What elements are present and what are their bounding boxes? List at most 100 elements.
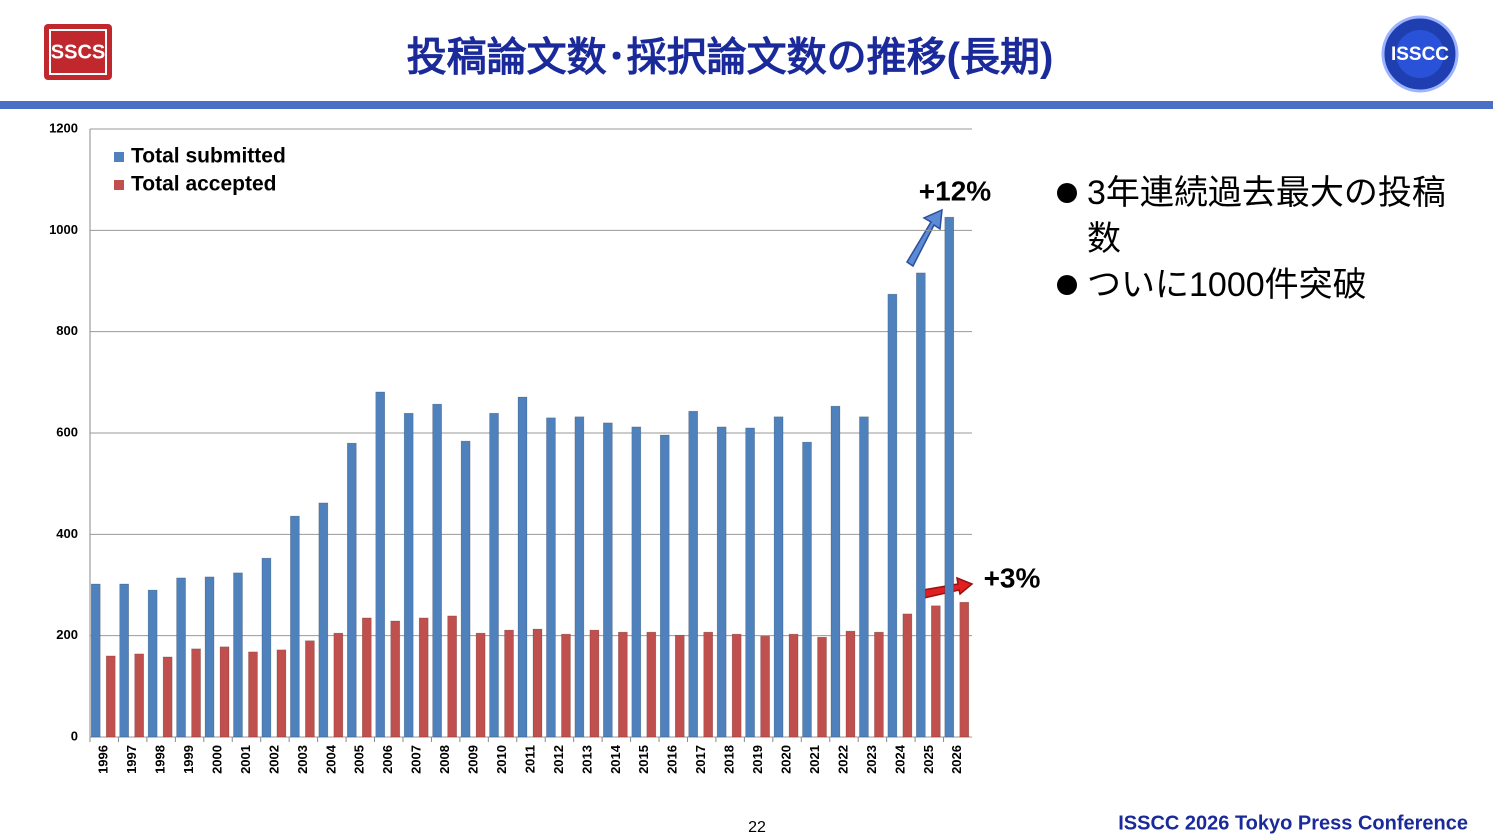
x-tick-label: 2013 <box>579 745 594 774</box>
annotation: +12% <box>919 175 991 206</box>
bar <box>745 427 755 738</box>
bar <box>134 653 144 738</box>
x-tick-label: 2022 <box>835 745 850 774</box>
x-tick-label: 2006 <box>380 745 395 774</box>
title-rule <box>0 101 1493 109</box>
x-tick-label: 2010 <box>494 745 509 774</box>
x-tick-label: 2000 <box>209 745 224 774</box>
bar <box>375 391 386 738</box>
bar <box>561 633 571 738</box>
legend-swatch <box>114 180 124 190</box>
bar <box>703 631 714 738</box>
bar <box>931 605 941 738</box>
bar <box>688 410 699 738</box>
bar <box>162 656 173 738</box>
bar <box>659 434 670 738</box>
bar <box>403 412 414 738</box>
x-tick-label: 1996 <box>96 745 111 774</box>
bar <box>447 615 457 738</box>
y-tick-label: 800 <box>56 323 78 338</box>
bar <box>276 649 287 738</box>
x-tick-label: 2001 <box>238 745 253 774</box>
x-tick-label: 2016 <box>665 745 680 774</box>
bar <box>248 651 258 738</box>
logo-badge <box>44 24 112 80</box>
x-tick-label: 1998 <box>153 745 168 774</box>
x-tick-label: 2011 <box>522 745 537 773</box>
x-tick-label: 2008 <box>437 745 452 774</box>
bar <box>204 576 215 738</box>
bar <box>944 216 955 738</box>
x-tick-label: 2020 <box>779 745 794 774</box>
bar <box>902 613 913 738</box>
bar <box>489 412 499 738</box>
bar <box>390 620 401 738</box>
arrow <box>905 208 943 268</box>
y-tick-label: 200 <box>56 627 78 642</box>
bar <box>589 629 600 738</box>
bar <box>176 577 186 738</box>
y-tick-label: 1000 <box>49 222 78 237</box>
x-tick-label: 2004 <box>323 744 338 774</box>
bar <box>147 589 158 738</box>
bar <box>305 640 315 738</box>
bar <box>631 426 642 738</box>
x-tick-label: 2025 <box>921 745 936 774</box>
x-tick-label: 2002 <box>266 745 281 774</box>
x-tick-label: 2018 <box>722 745 737 774</box>
bar <box>119 583 129 738</box>
x-tick-label: 2003 <box>295 745 310 774</box>
bar <box>646 631 657 738</box>
bar <box>504 629 514 738</box>
bar <box>346 442 357 738</box>
legend-label: Total submitted <box>131 145 286 168</box>
page-number: 22 <box>748 819 766 836</box>
bar <box>887 293 898 738</box>
x-tick-label: 2009 <box>466 745 481 774</box>
bar <box>674 634 685 738</box>
x-tick-label: 1997 <box>124 745 139 774</box>
x-tick-label: 2015 <box>636 745 651 774</box>
x-tick-label: 2026 <box>949 745 964 774</box>
x-tick-label: 2017 <box>693 745 708 774</box>
bullet-list: 3年連続過去最大の投稿数 ついに1000件突破 <box>1055 170 1467 308</box>
bullet: 3年連続過去最大の投稿数 <box>1057 170 1467 262</box>
x-tick-label: 2019 <box>750 745 765 774</box>
bar <box>233 572 243 738</box>
y-tick-label: 0 <box>71 728 78 743</box>
bar <box>731 633 742 738</box>
bullet: ついに1000件突破 <box>1057 262 1467 308</box>
x-tick-label: 2021 <box>807 745 822 774</box>
bar <box>603 422 613 738</box>
bar <box>460 440 471 738</box>
legend-swatch <box>114 152 124 162</box>
bar <box>830 405 841 738</box>
y-tick-label: 400 <box>56 526 78 541</box>
bar <box>105 655 116 738</box>
bar <box>418 617 429 738</box>
logo-inner <box>1396 30 1444 78</box>
bar <box>618 631 628 738</box>
bar <box>90 583 101 738</box>
bar <box>859 416 869 738</box>
bar <box>290 515 300 738</box>
bar <box>219 646 230 738</box>
footer: ISSCC 2026 Tokyo Press Conference <box>1118 812 1468 834</box>
bar <box>532 628 543 738</box>
y-tick-label: 1200 <box>49 120 78 135</box>
legend-label: Total accepted <box>131 173 276 196</box>
bar <box>517 396 528 738</box>
logo-frame <box>49 29 107 75</box>
bar <box>191 648 201 738</box>
bar <box>773 416 784 738</box>
x-tick-label: 2012 <box>551 745 566 774</box>
x-tick-label: 2014 <box>608 744 623 774</box>
logo-text: SSCS <box>51 41 105 63</box>
bar <box>802 441 812 738</box>
x-tick-label: 2005 <box>352 745 367 774</box>
bar <box>760 635 770 738</box>
logo-text: ISSCC <box>1391 44 1449 65</box>
x-tick-label: 1999 <box>181 745 196 774</box>
